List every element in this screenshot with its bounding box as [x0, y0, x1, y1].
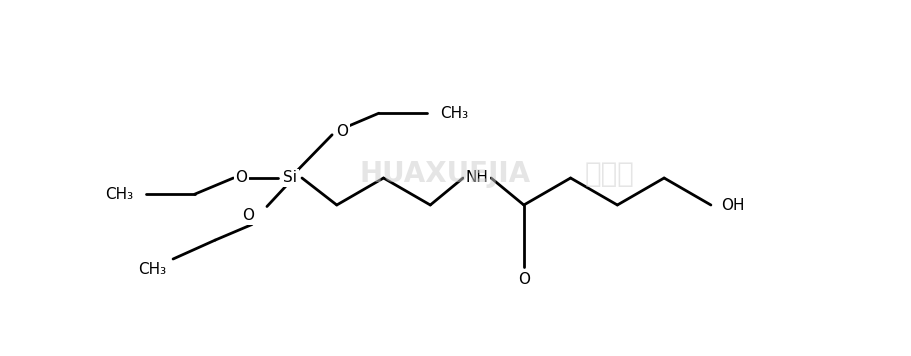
Text: O: O — [336, 124, 348, 139]
Text: OH: OH — [720, 198, 743, 213]
Text: O: O — [235, 171, 247, 185]
Text: NH: NH — [466, 169, 488, 184]
Text: HUAXUEJIA: HUAXUEJIA — [359, 160, 530, 188]
Text: Si: Si — [282, 171, 297, 185]
Text: CH₃: CH₃ — [138, 262, 166, 277]
Text: CH₃: CH₃ — [440, 106, 468, 121]
Text: 化学加: 化学加 — [585, 160, 634, 188]
Text: O: O — [517, 272, 529, 287]
Text: CH₃: CH₃ — [105, 187, 133, 202]
Text: O: O — [241, 208, 253, 223]
